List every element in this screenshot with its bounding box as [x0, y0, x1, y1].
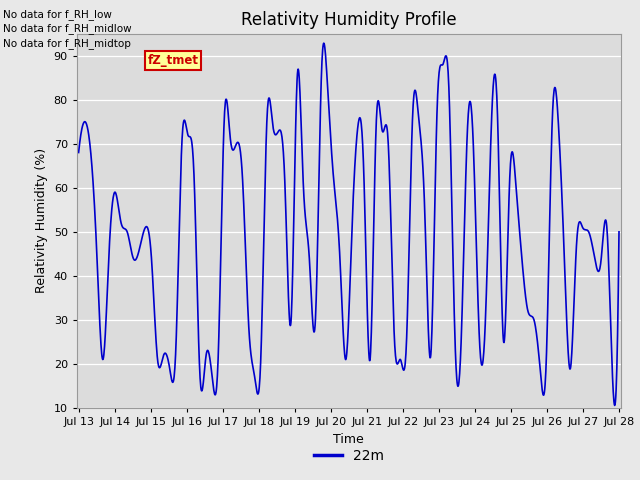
- Title: Relativity Humidity Profile: Relativity Humidity Profile: [241, 11, 456, 29]
- Text: No data for f_RH_midtop: No data for f_RH_midtop: [3, 37, 131, 48]
- Y-axis label: Relativity Humidity (%): Relativity Humidity (%): [35, 148, 48, 293]
- Legend: 22m: 22m: [308, 444, 389, 468]
- Text: No data for f_RH_midlow: No data for f_RH_midlow: [3, 23, 132, 34]
- Text: fZ_tmet: fZ_tmet: [147, 54, 198, 67]
- X-axis label: Time: Time: [333, 432, 364, 445]
- Text: No data for f_RH_low: No data for f_RH_low: [3, 9, 112, 20]
